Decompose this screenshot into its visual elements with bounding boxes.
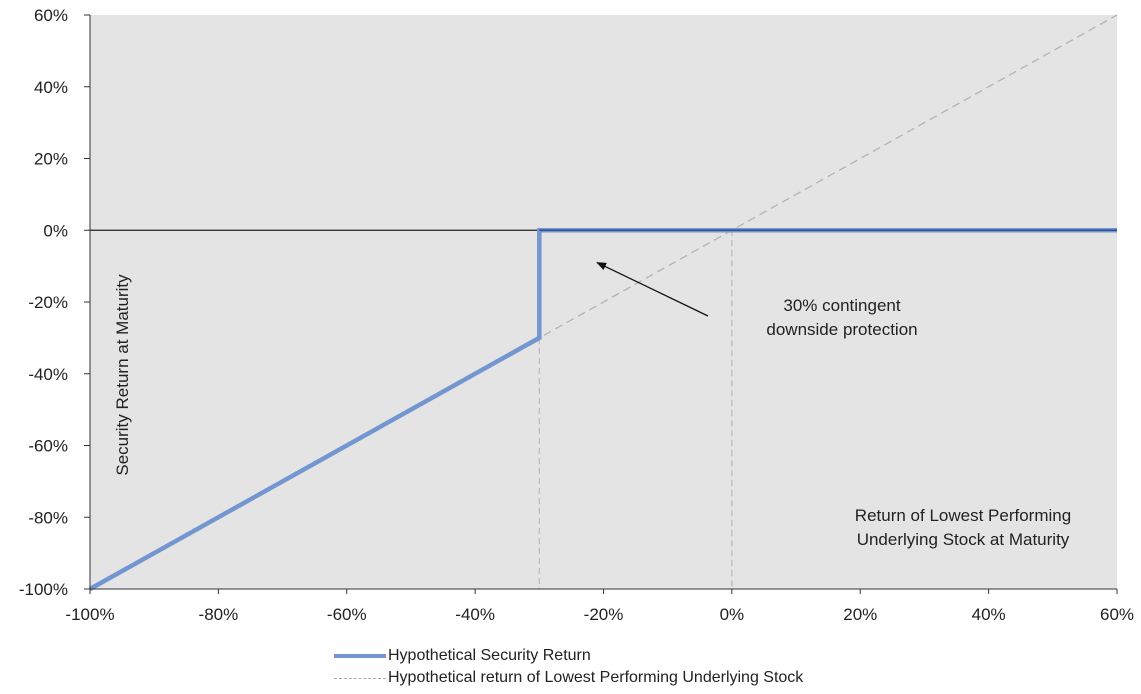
x-tick-label: -60% bbox=[327, 605, 367, 624]
x-tick-label: 0% bbox=[720, 605, 745, 624]
x-tick-label: 60% bbox=[1100, 605, 1134, 624]
y-tick-label: -80% bbox=[28, 508, 68, 527]
y-axis-title: Security Return at Maturity bbox=[113, 274, 132, 476]
x-tick-label: 40% bbox=[972, 605, 1006, 624]
y-tick-label: -60% bbox=[28, 437, 68, 456]
y-tick-label: -100% bbox=[19, 580, 68, 599]
legend-item-stock-return: Hypothetical return of Lowest Performing… bbox=[330, 667, 803, 689]
x-tick-label: -20% bbox=[584, 605, 624, 624]
legend-label-stock-return: Hypothetical return of Lowest Performing… bbox=[388, 669, 804, 686]
x-tick-label: 20% bbox=[843, 605, 877, 624]
x-tick-label: -80% bbox=[199, 605, 239, 624]
annotation-text-line: downside protection bbox=[766, 320, 917, 339]
y-tick-label: 60% bbox=[34, 6, 68, 25]
legend-label-security-return: Hypothetical Security Return bbox=[388, 647, 591, 664]
annotation-text-line: 30% contingent bbox=[783, 296, 900, 315]
legend: Hypothetical Security Return Hypothetica… bbox=[330, 645, 803, 689]
legend-swatch-solid bbox=[330, 645, 386, 667]
y-tick-label: -20% bbox=[28, 293, 68, 312]
x-axis-title-line: Underlying Stock at Maturity bbox=[857, 530, 1070, 549]
annotation-arrow bbox=[596, 261, 709, 317]
x-tick-label: -100% bbox=[65, 605, 114, 624]
legend-item-security-return: Hypothetical Security Return bbox=[330, 645, 803, 667]
x-tick-label: -40% bbox=[455, 605, 495, 624]
y-tick-label: 40% bbox=[34, 78, 68, 97]
x-axis-title-line: Return of Lowest Performing bbox=[855, 506, 1071, 525]
legend-swatch-dashed bbox=[330, 667, 386, 689]
y-tick-label: 20% bbox=[34, 150, 68, 169]
y-tick-label: 0% bbox=[43, 221, 68, 240]
y-tick-label: -40% bbox=[28, 365, 68, 384]
